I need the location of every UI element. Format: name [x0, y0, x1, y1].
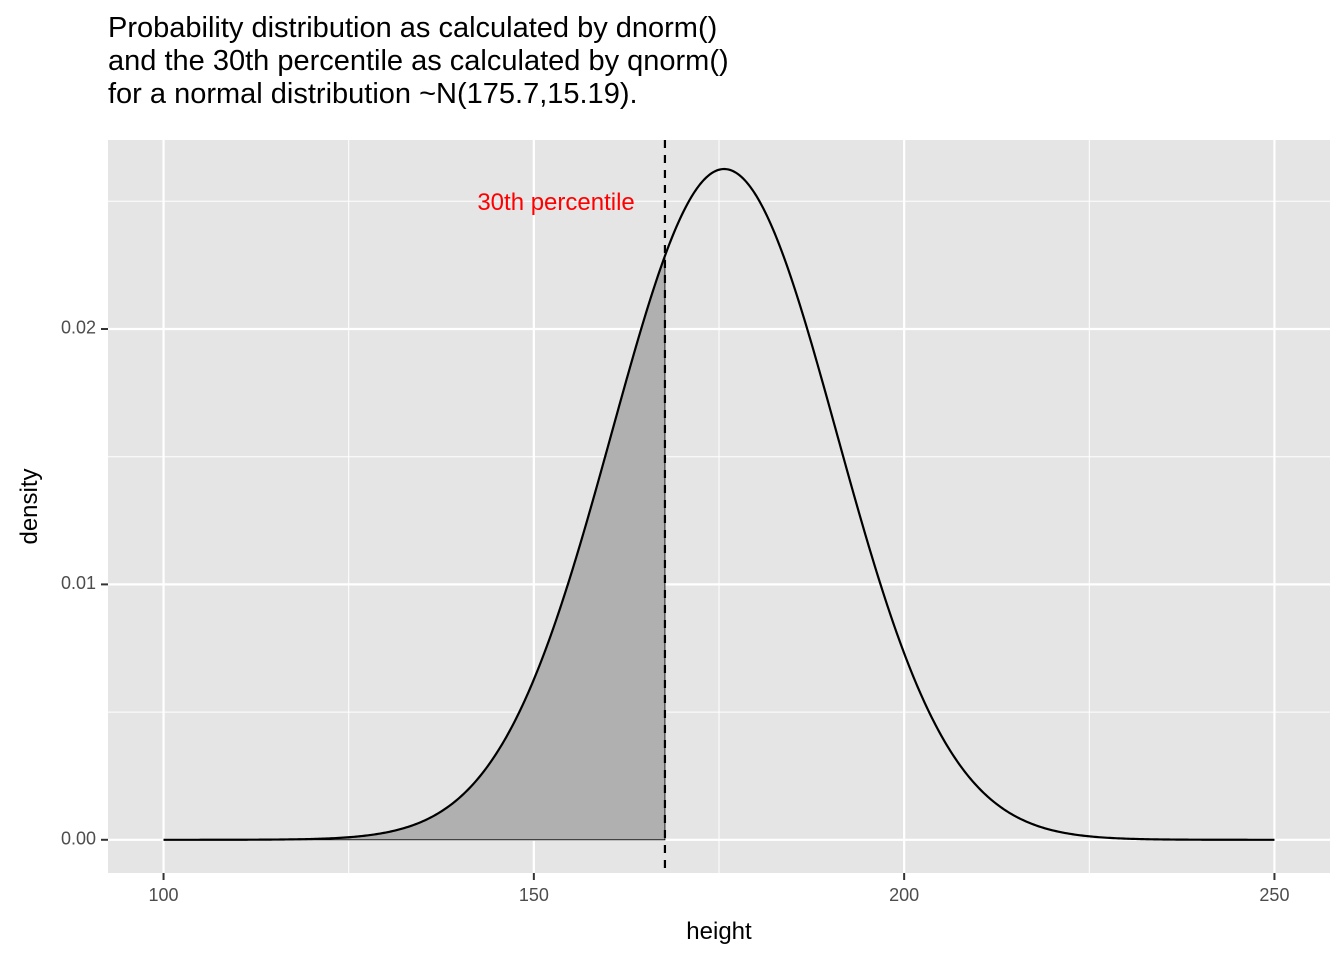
x-tick-label: 150	[519, 885, 549, 905]
minor-gridlines	[108, 140, 1330, 873]
y-axis-title: density	[16, 468, 43, 544]
chart-title: Probability distribution as calculated b…	[108, 12, 729, 111]
density-curve	[163, 167, 1275, 841]
x-axis-title: height	[686, 918, 752, 945]
percentile-annotation: 30th percentile	[477, 189, 634, 216]
y-tick-label: 0.00	[61, 829, 96, 849]
chart-title-line-2: and the 30th percentile as calculated by…	[108, 45, 729, 77]
x-tick-label: 200	[889, 885, 919, 905]
chart-title-line-3: for a normal distribution ~N(175.7,15.19…	[108, 78, 638, 110]
y-tick-label: 0.02	[61, 318, 96, 338]
y-tick-label: 0.01	[61, 573, 96, 593]
chart-title-line-1: Probability distribution as calculated b…	[108, 12, 718, 44]
major-gridlines	[108, 140, 1330, 873]
y-axis: 0.00 0.01 0.02	[61, 318, 108, 849]
x-tick-label: 100	[149, 885, 179, 905]
x-tick-label: 250	[1259, 885, 1289, 905]
x-axis: 100 150 200 250	[149, 873, 1289, 905]
